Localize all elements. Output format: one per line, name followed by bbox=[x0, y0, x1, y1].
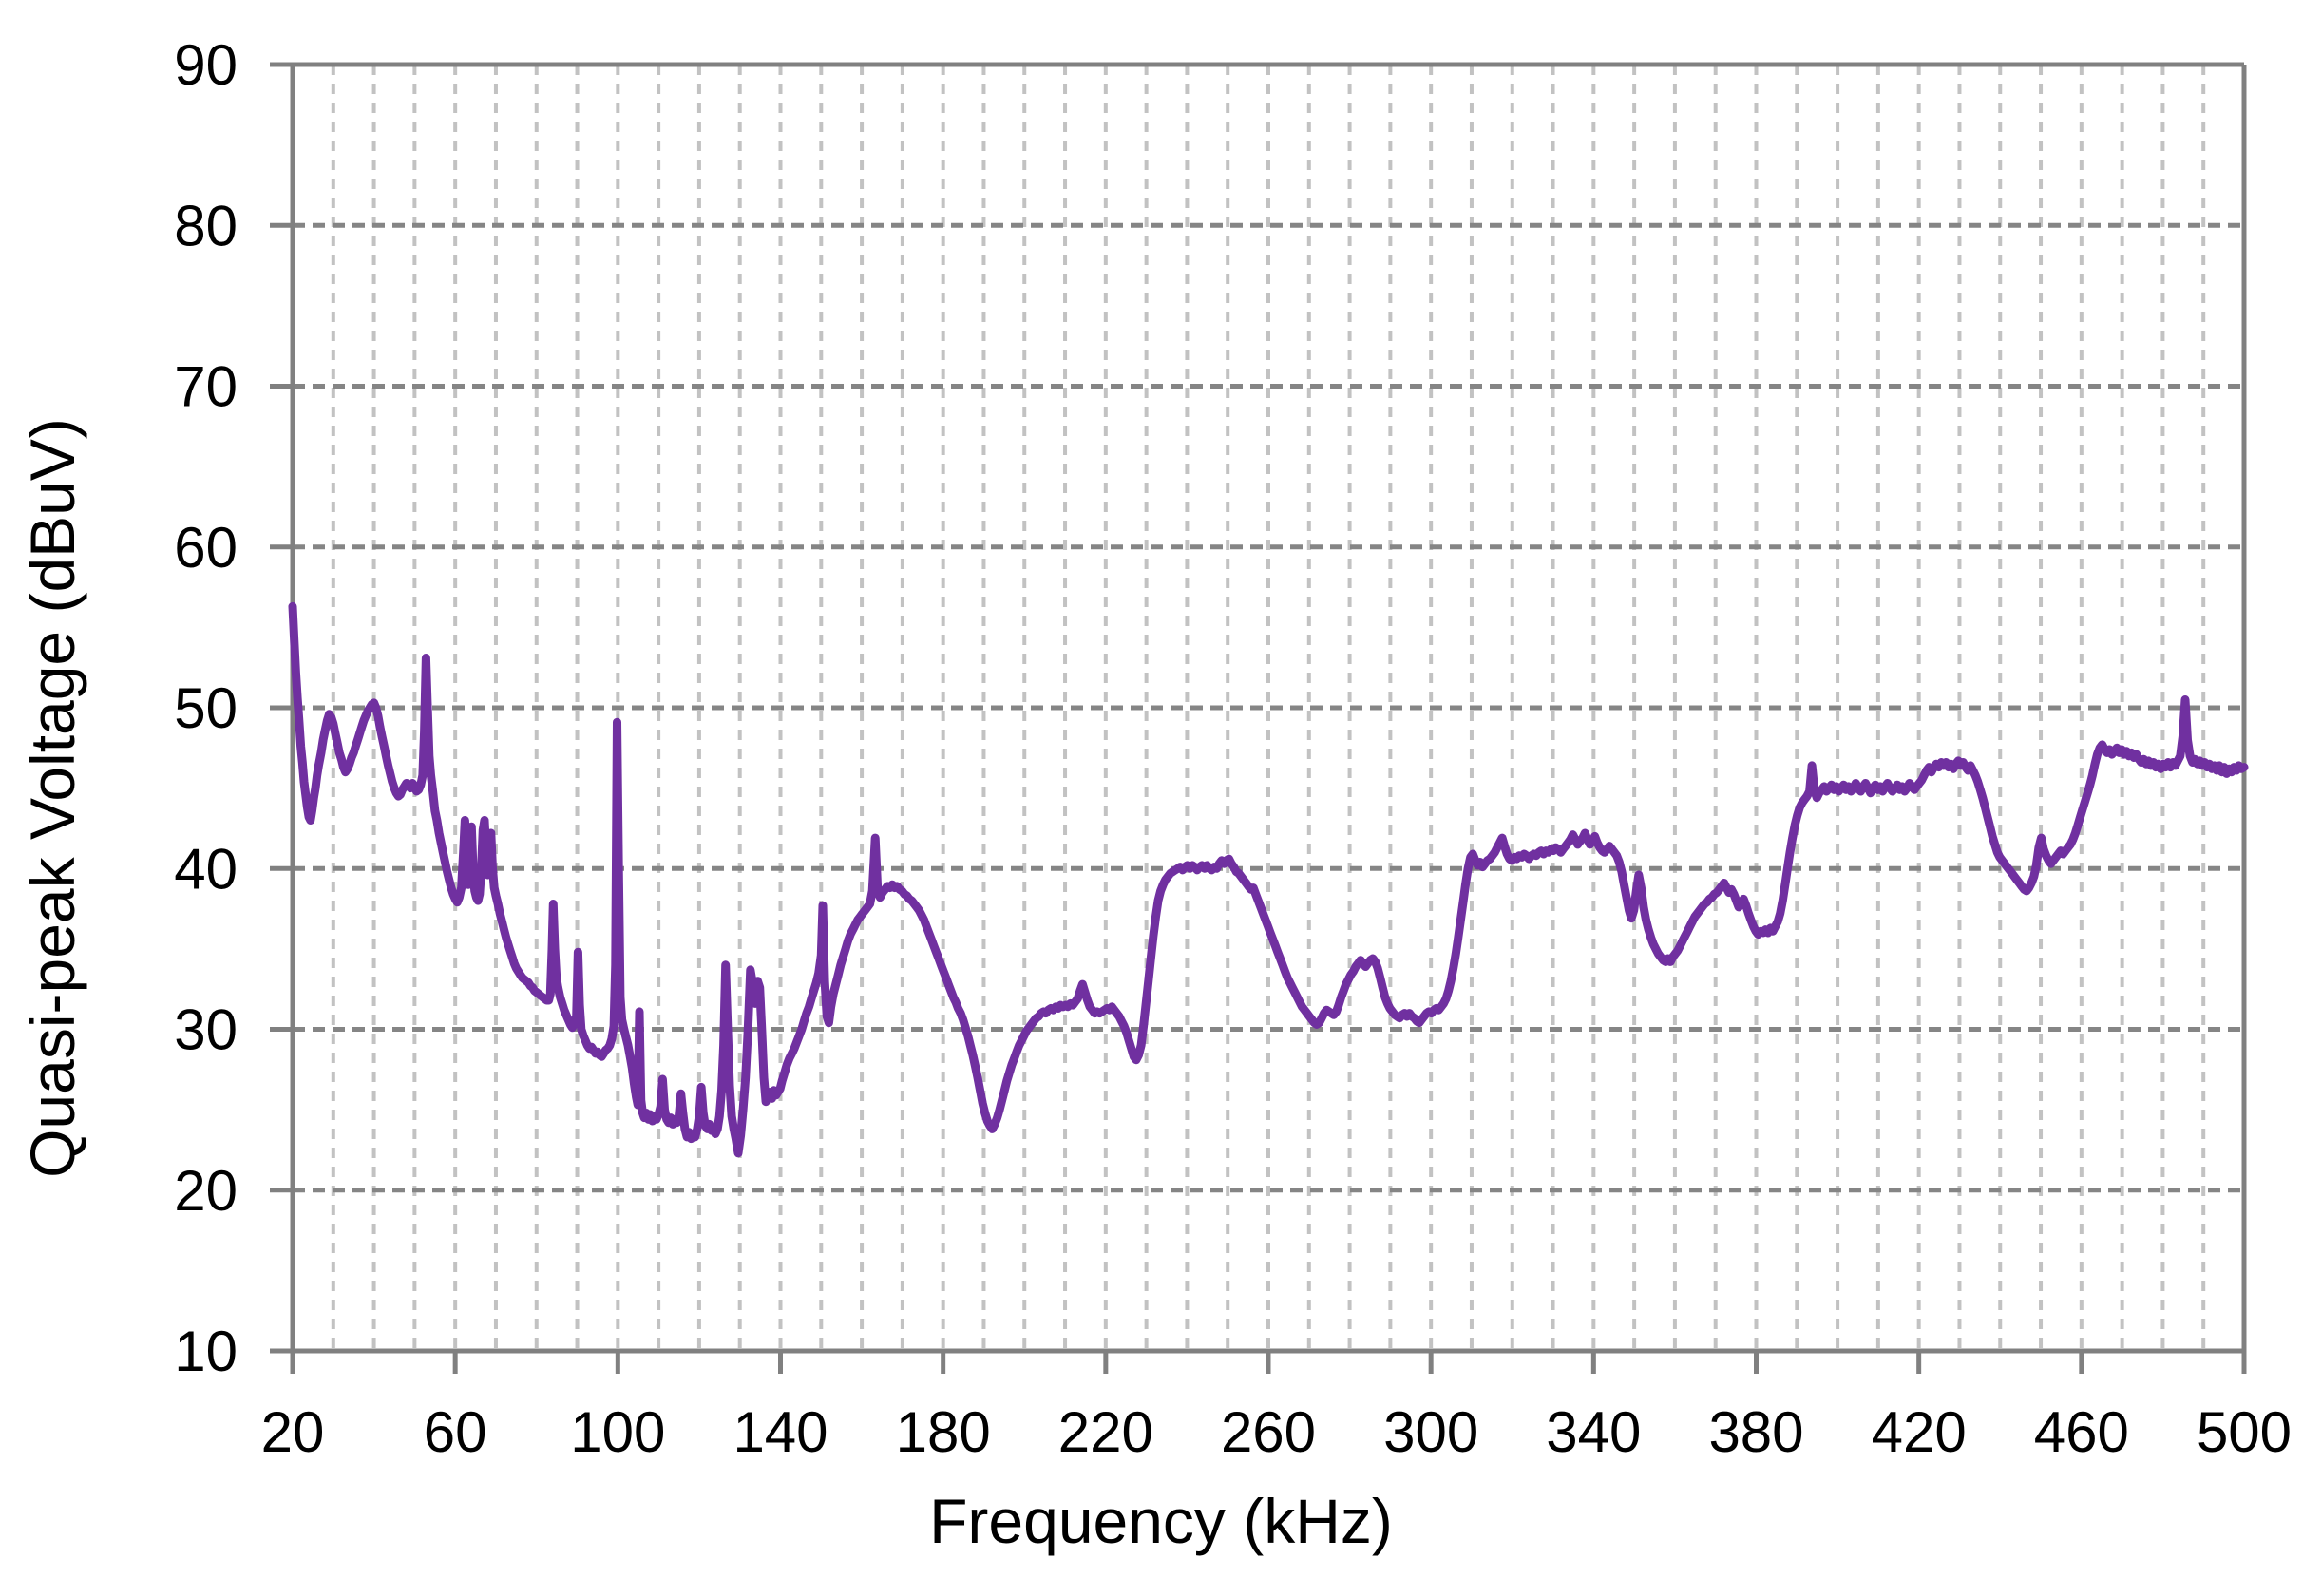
x-tick-label: 220 bbox=[1058, 1400, 1153, 1464]
x-tick-label: 60 bbox=[424, 1400, 487, 1464]
y-axis-title: Quasi-peak Voltage (dBuV) bbox=[17, 418, 87, 1178]
x-tick-label: 100 bbox=[570, 1400, 665, 1464]
y-tick-label: 90 bbox=[174, 33, 238, 97]
x-tick-label: 460 bbox=[2034, 1400, 2129, 1464]
minor-vertical-gridlines bbox=[331, 65, 2206, 1351]
y-tick-label: 80 bbox=[174, 194, 238, 257]
x-tick-label: 500 bbox=[2197, 1400, 2292, 1464]
x-tick-label: 180 bbox=[896, 1400, 991, 1464]
quasi-peak-series-line bbox=[288, 601, 2249, 1158]
y-tick-label: 30 bbox=[174, 998, 238, 1062]
y-tick-label: 40 bbox=[174, 837, 238, 901]
y-tick-label: 50 bbox=[174, 676, 238, 740]
x-tick-label: 420 bbox=[1872, 1400, 1967, 1464]
x-tick-label: 20 bbox=[261, 1400, 325, 1464]
x-tick-label: 300 bbox=[1383, 1400, 1478, 1464]
x-tick-labels: 20 60 100 140 180 220 260 300 340 380 420 460 500 bbox=[261, 1400, 2292, 1464]
x-tick-label: 260 bbox=[1221, 1400, 1316, 1464]
y-tick-label: 60 bbox=[174, 516, 238, 580]
y-tick-label: 20 bbox=[174, 1159, 238, 1223]
x-tick-label: 340 bbox=[1546, 1400, 1641, 1464]
y-tick-label: 70 bbox=[174, 355, 238, 419]
x-axis-title: Frequency (kHz) bbox=[929, 1486, 1393, 1556]
x-tick-label: 140 bbox=[733, 1400, 828, 1464]
y-tick-label: 10 bbox=[174, 1320, 238, 1383]
x-tick-label: 380 bbox=[1708, 1400, 1803, 1464]
y-tick-labels: 10 20 30 40 50 60 70 80 90 bbox=[174, 33, 238, 1383]
axis-tick-marks bbox=[270, 62, 2247, 1374]
